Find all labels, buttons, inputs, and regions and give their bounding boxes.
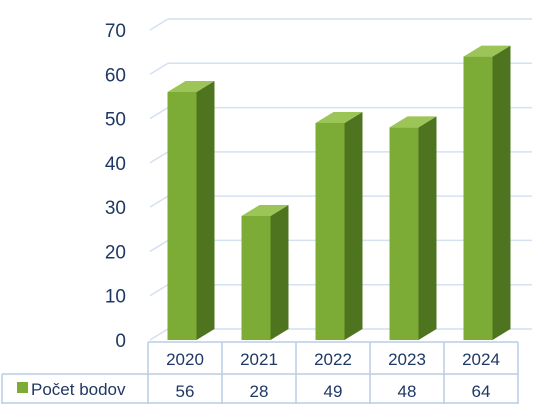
gridline-slant: [149, 239, 169, 253]
bar-2021: [241, 205, 289, 340]
legend-swatch: [17, 382, 28, 393]
bar-top: [315, 112, 363, 123]
data-value-label: 28: [250, 382, 269, 401]
data-value-label: 64: [472, 382, 491, 401]
x-tick-label: 2024: [462, 350, 500, 369]
gridline-slant: [149, 195, 169, 208]
x-tick-label: 2023: [388, 350, 426, 369]
legend-label: Počet bodov: [31, 380, 126, 399]
bar-2022: [315, 112, 363, 340]
bar-front: [167, 92, 197, 340]
bar-front: [389, 127, 419, 340]
bar-side: [270, 205, 289, 340]
y-tick-label: 70: [105, 21, 126, 42]
x-tick-label: 2022: [314, 350, 352, 369]
x-tick-label: 2021: [240, 350, 278, 369]
gridline-slant: [149, 328, 169, 341]
gridline-slant: [149, 106, 169, 120]
x-tick-label: 2020: [166, 350, 204, 369]
bar-front: [463, 56, 493, 340]
y-tick-label: 40: [105, 154, 126, 175]
bar-top: [463, 45, 511, 57]
bar-front: [241, 216, 271, 340]
bar-top: [241, 205, 289, 216]
bar-side: [492, 45, 511, 340]
bar-2024: [463, 45, 511, 340]
gridline-slant: [149, 151, 169, 164]
data-table: 2020 56 2021 28 2022 49 2023 48 2024 64 Počet bodo…: [1, 341, 519, 404]
y-axis-tick-labels: 0 10 20 30 40 50 60 70: [105, 21, 126, 352]
bar-2023: [389, 116, 437, 340]
data-value-label: 49: [324, 382, 343, 401]
bar-side: [418, 116, 437, 340]
gridline-slant: [149, 284, 169, 297]
y-tick-label: 50: [105, 110, 126, 131]
bar-top: [167, 81, 215, 92]
bar-front: [315, 123, 345, 340]
y-tick-label: 60: [105, 65, 126, 86]
data-value-label: 56: [176, 382, 195, 401]
y-tick-label: 0: [115, 331, 126, 352]
data-value-label: 48: [398, 382, 417, 401]
bar-2020: [167, 81, 215, 340]
y-tick-label: 20: [105, 242, 126, 263]
bar-top: [389, 116, 437, 128]
y-tick-label: 10: [105, 287, 126, 308]
bar-side: [196, 81, 215, 340]
bar-side: [344, 112, 363, 340]
bars: [167, 45, 511, 340]
gridline-slant: [149, 62, 169, 75]
gridline-slant: [149, 18, 169, 31]
y-tick-label: 30: [105, 198, 126, 219]
